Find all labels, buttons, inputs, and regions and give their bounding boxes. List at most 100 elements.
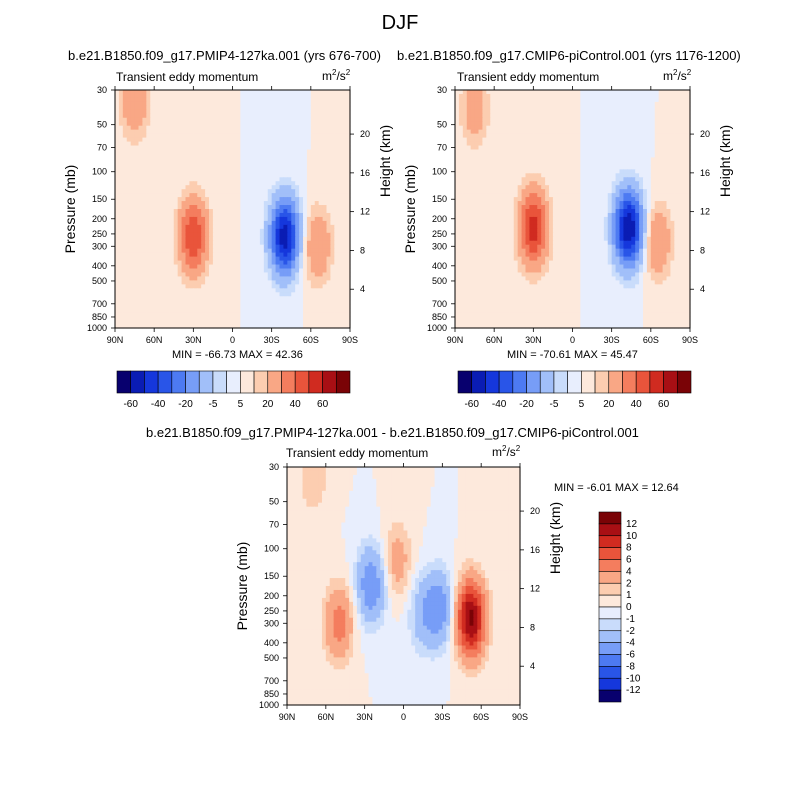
field-cell: [478, 129, 484, 135]
field-cell: [549, 161, 554, 166]
field-cell: [592, 149, 597, 155]
field-cell: [201, 121, 206, 127]
field-cell: [502, 157, 507, 162]
field-cell: [154, 216, 159, 222]
field-cell: [541, 173, 546, 178]
field-cell: [244, 216, 249, 222]
field-cell: [607, 97, 613, 103]
field-cell: [197, 149, 202, 155]
field-cell: [306, 93, 312, 99]
field-cell: [189, 209, 194, 214]
field-cell: [118, 268, 124, 274]
field-cell: [256, 312, 261, 317]
field-cell: [248, 280, 253, 285]
field-cell: [216, 224, 222, 230]
field-cell: [533, 125, 538, 131]
field-cell: [142, 197, 147, 202]
field-cell: [146, 205, 151, 210]
field-cell: [498, 90, 503, 95]
field-cell: [326, 149, 332, 155]
field-cell: [236, 157, 241, 162]
field-cell: [474, 153, 480, 159]
field-cell: [165, 236, 171, 242]
field-cell: [189, 240, 194, 246]
field-cell: [115, 177, 120, 182]
field-cell: [185, 137, 191, 143]
field-cell: [197, 280, 202, 285]
field-cell: [342, 284, 347, 289]
field-cell: [209, 232, 214, 238]
field-cell: [189, 153, 194, 159]
field-cell: [165, 212, 171, 218]
field-cell: [193, 205, 198, 210]
field-cell: [533, 157, 538, 162]
field-cell: [318, 220, 324, 226]
field-cell: [150, 288, 155, 293]
field-cell: [162, 161, 167, 166]
field-cell: [209, 308, 214, 313]
field-cell: [666, 173, 672, 178]
field-cell: [115, 185, 120, 190]
panel-2-minmax: MIN = -70.61 MAX = 45.47: [507, 349, 638, 361]
field-cell: [252, 129, 257, 135]
field-cell: [115, 105, 120, 111]
field-cell: [240, 248, 245, 254]
field-cell: [271, 308, 277, 313]
field-cell: [177, 105, 183, 111]
field-cell: [228, 312, 234, 317]
field-cell: [146, 264, 151, 270]
field-cell: [185, 141, 191, 147]
field-cell: [169, 316, 175, 321]
field-cell: [122, 121, 128, 127]
field-cell: [122, 276, 128, 281]
field-cell: [263, 193, 269, 198]
field-cell: [455, 101, 460, 107]
field-cell: [322, 268, 328, 274]
field-cell: [545, 149, 550, 155]
field-cell: [560, 101, 566, 107]
field-cell: [470, 165, 476, 170]
field-cell: [529, 157, 534, 162]
field-cell: [295, 173, 300, 178]
field-cell: [177, 316, 183, 321]
field-cell: [232, 173, 238, 178]
field-cell: [318, 90, 324, 95]
field-cell: [627, 137, 632, 143]
field-cell: [169, 220, 175, 226]
field-cell: [599, 125, 605, 131]
field-cell: [212, 312, 218, 317]
field-cell: [623, 113, 628, 119]
field-cell: [271, 312, 277, 317]
field-cell: [670, 125, 675, 131]
field-cell: [682, 97, 687, 103]
field-cell: [150, 165, 155, 170]
field-cell: [466, 165, 472, 170]
field-cell: [126, 276, 132, 281]
field-cell: [502, 109, 507, 115]
field-cell: [482, 121, 487, 127]
field-cell: [580, 157, 585, 162]
field-cell: [607, 145, 613, 151]
field-cell: [686, 145, 691, 151]
field-cell: [154, 153, 159, 159]
field-cell: [346, 220, 351, 226]
field-cell: [529, 101, 534, 107]
field-cell: [248, 205, 253, 210]
field-cell: [299, 113, 304, 119]
field-cell: [173, 93, 179, 99]
field-cell: [126, 284, 132, 289]
field-cell: [314, 324, 320, 329]
field-cell: [209, 320, 214, 325]
field-cell: [173, 224, 179, 230]
field-cell: [509, 129, 515, 135]
field-cell: [560, 149, 566, 155]
field-cell: [533, 90, 538, 95]
field-cell: [287, 117, 292, 123]
field-cell: [279, 113, 285, 119]
field-cell: [212, 181, 218, 186]
field-cell: [118, 205, 124, 210]
field-cell: [205, 129, 210, 135]
field-cell: [244, 93, 249, 99]
field-cell: [338, 244, 343, 250]
field-cell: [220, 165, 226, 170]
